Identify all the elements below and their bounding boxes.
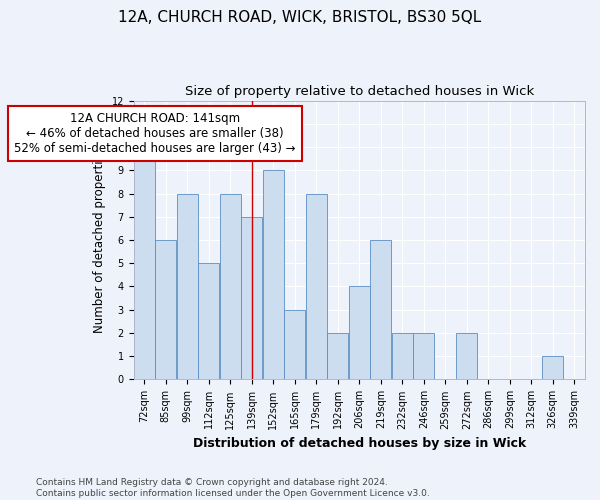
- X-axis label: Distribution of detached houses by size in Wick: Distribution of detached houses by size …: [193, 437, 526, 450]
- Y-axis label: Number of detached properties: Number of detached properties: [93, 147, 106, 333]
- Bar: [220, 194, 241, 380]
- Bar: [155, 240, 176, 380]
- Bar: [542, 356, 563, 380]
- Bar: [263, 170, 284, 380]
- Bar: [370, 240, 391, 380]
- Bar: [177, 194, 198, 380]
- Title: Size of property relative to detached houses in Wick: Size of property relative to detached ho…: [185, 85, 534, 98]
- Bar: [328, 333, 348, 380]
- Bar: [392, 333, 413, 380]
- Text: 12A, CHURCH ROAD, WICK, BRISTOL, BS30 5QL: 12A, CHURCH ROAD, WICK, BRISTOL, BS30 5Q…: [118, 10, 482, 25]
- Bar: [349, 286, 370, 380]
- Bar: [241, 217, 262, 380]
- Bar: [134, 147, 155, 380]
- Text: Contains HM Land Registry data © Crown copyright and database right 2024.
Contai: Contains HM Land Registry data © Crown c…: [36, 478, 430, 498]
- Bar: [457, 333, 477, 380]
- Text: 12A CHURCH ROAD: 141sqm
← 46% of detached houses are smaller (38)
52% of semi-de: 12A CHURCH ROAD: 141sqm ← 46% of detache…: [14, 112, 296, 155]
- Bar: [306, 194, 327, 380]
- Bar: [199, 263, 219, 380]
- Bar: [284, 310, 305, 380]
- Bar: [413, 333, 434, 380]
